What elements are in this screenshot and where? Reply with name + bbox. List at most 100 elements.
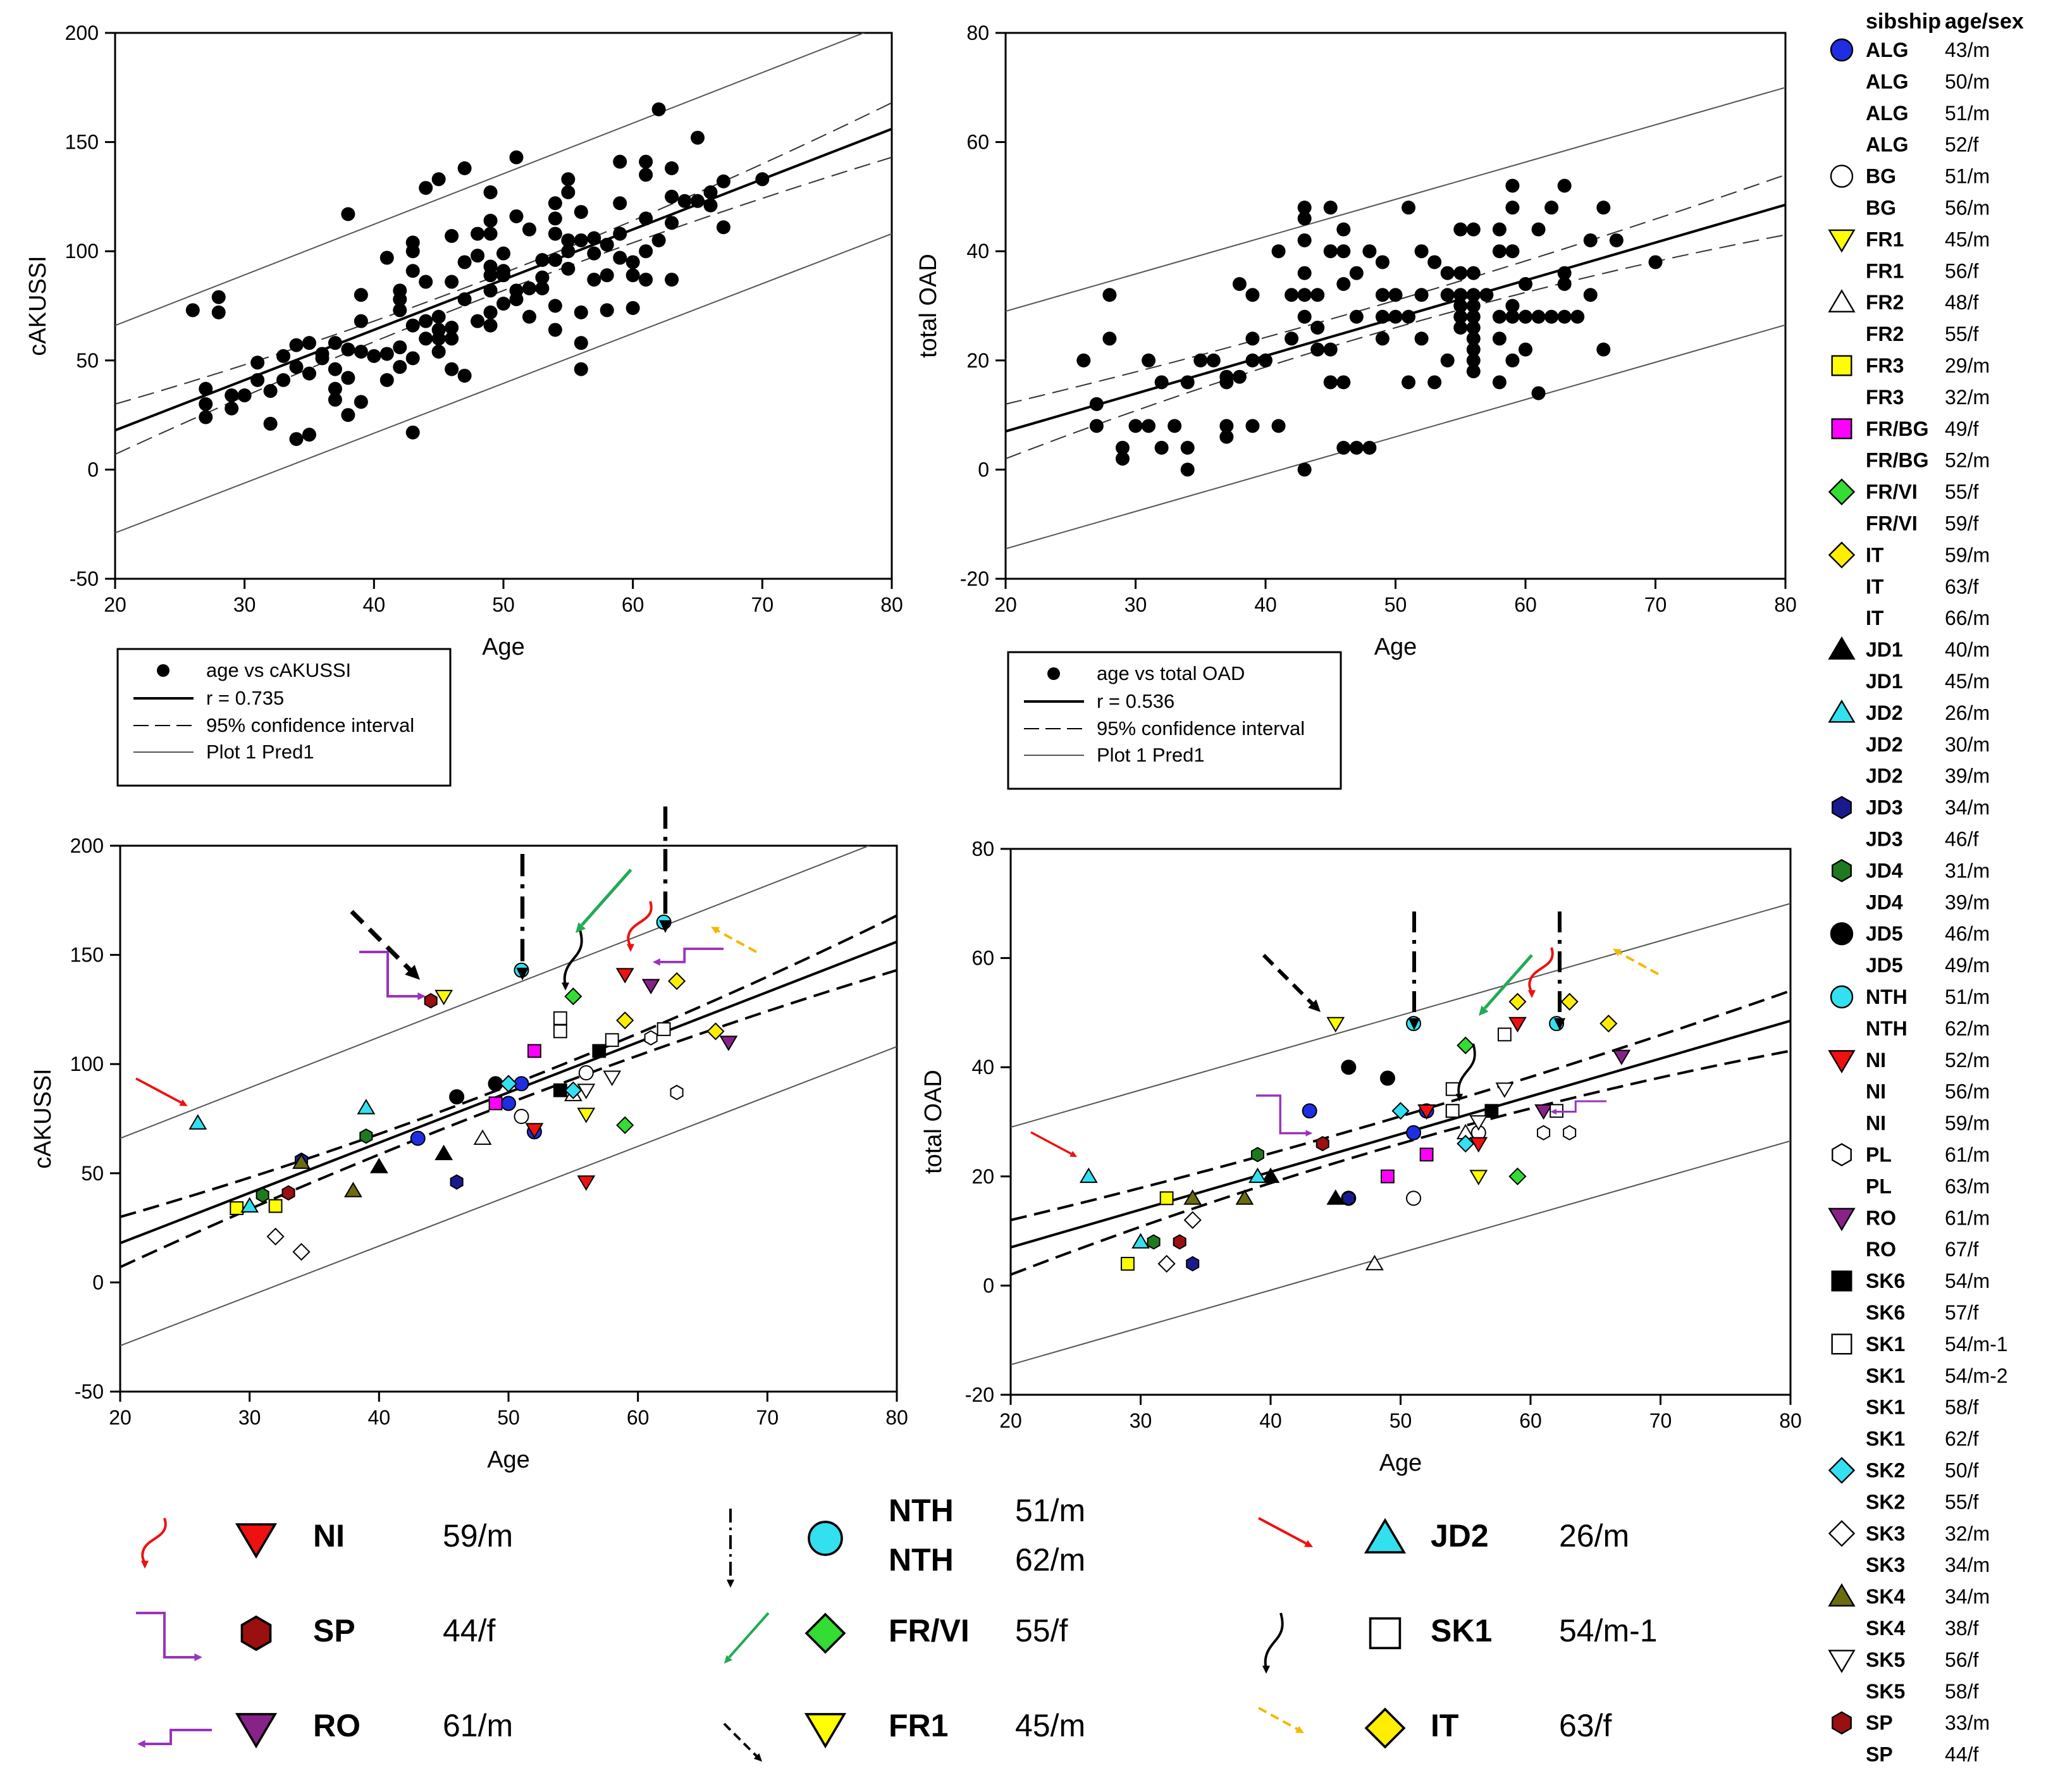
- data-point: [1336, 440, 1351, 455]
- data-point: [483, 226, 498, 241]
- arrow-key: NI 59/m SP 44/f RO 61/m NTH 51/m NTH 62/m FR/VI 55/…: [136, 1493, 1658, 1762]
- annotation-arrow-dashdot-down: [516, 854, 529, 980]
- data-point: [509, 209, 524, 223]
- legend-entry: r = 0.536: [1097, 690, 1174, 712]
- legend-sibship-name: SK1: [1866, 1364, 1905, 1387]
- y-tick-label: -50: [75, 1380, 104, 1403]
- data-point: [250, 373, 265, 387]
- data-point: [561, 261, 576, 276]
- data-point: [1102, 288, 1117, 302]
- data-point: [1648, 255, 1663, 269]
- prediction-interval-upper: [115, 33, 866, 326]
- y-tick-label: 0: [983, 1274, 994, 1297]
- legend-sibship-name: FR1: [1866, 228, 1904, 250]
- data-point-alg: [1406, 1125, 1422, 1140]
- data-point: [483, 185, 498, 199]
- data-point: [561, 244, 576, 259]
- legend-age-sex: 46/f: [1945, 828, 1978, 851]
- legend-sibship-name: PL: [1866, 1175, 1892, 1197]
- arrow-head: [1613, 949, 1622, 956]
- data-point: [1285, 331, 1299, 346]
- y-tick-label: 80: [966, 22, 989, 44]
- y-tick-label: 150: [65, 131, 99, 154]
- arrow-shaft: [723, 1722, 758, 1758]
- data-point: [1492, 309, 1507, 324]
- data-point: [600, 237, 614, 252]
- legend-sibship-name: SP: [1866, 1743, 1893, 1766]
- data-point: [471, 314, 485, 328]
- legend-sibship-name: SK3: [1866, 1522, 1905, 1545]
- legend-age-sex: 44/f: [1945, 1743, 1978, 1766]
- data-point: [1102, 331, 1117, 346]
- legend-entry: age vs cAKUSSI: [206, 659, 351, 681]
- data-point: [457, 368, 472, 383]
- key-marker-fr1: [804, 1713, 847, 1749]
- y-axis-label: cAKUSSI: [30, 1068, 56, 1168]
- data-point: [639, 273, 653, 287]
- x-tick-label: 30: [1130, 1409, 1152, 1432]
- y-tick-label: 60: [966, 131, 989, 154]
- legend-marker-pl: [1832, 1143, 1852, 1166]
- data-point: [302, 366, 316, 381]
- data-point: [483, 283, 498, 298]
- data-point: [393, 340, 407, 355]
- annotation-arrow-purple-step-right: [136, 1612, 202, 1662]
- legend-age-sex: 31/m: [1945, 859, 1990, 882]
- arrow-shaft: [1258, 1707, 1298, 1731]
- legend-sibship-name: ALG: [1866, 39, 1909, 61]
- legend-age-sex: 54/m-1: [1945, 1333, 2008, 1356]
- legend-entry: Plot 1 Pred1: [206, 741, 314, 763]
- data-point: [341, 408, 355, 423]
- data-point-ni: [1469, 1137, 1488, 1153]
- data-point: [457, 161, 472, 176]
- data-point: [1453, 266, 1468, 280]
- arrow-shaft: [563, 929, 583, 986]
- data-point: [1180, 462, 1195, 477]
- data-point: [548, 253, 562, 268]
- legend-age-sex: 29/m: [1945, 354, 1990, 377]
- y-tick-label: 80: [971, 837, 994, 860]
- data-point-fr1: [1469, 1170, 1488, 1185]
- legend-sibship-name: FR2: [1866, 291, 1904, 314]
- key-marker-frvi: [804, 1612, 846, 1654]
- y-tick-label: 60: [971, 947, 994, 970]
- legend-age-sex: 32/m: [1945, 386, 1990, 409]
- data-point-fr3: [1159, 1191, 1174, 1206]
- confidence-interval-lower: [1006, 234, 1785, 460]
- x-tick-label: 60: [1519, 1409, 1542, 1432]
- data-point: [1557, 178, 1572, 193]
- data-point-sk1: [553, 1011, 567, 1025]
- data-point: [457, 255, 472, 269]
- data-point: [185, 303, 200, 318]
- legend-marker-sk5: [1828, 1650, 1856, 1673]
- data-point: [457, 292, 472, 307]
- legend-entry: 95% confidence interval: [206, 714, 414, 736]
- data-point: [276, 373, 291, 387]
- annotation-arrow-purple-step-right: [1256, 1094, 1313, 1137]
- legend-age-sex: 54/m-2: [1945, 1364, 2008, 1387]
- legend-age-sex: 67/f: [1945, 1238, 1978, 1261]
- y-tick-label: 0: [87, 458, 99, 481]
- annotation-arrow-red-curl: [626, 901, 653, 952]
- data-point: [535, 270, 550, 285]
- arrow-head: [1455, 1094, 1464, 1102]
- data-point: [1375, 288, 1390, 302]
- data-point-frvi: [564, 987, 582, 1006]
- data-point-jd3: [1341, 1190, 1355, 1206]
- data-point: [483, 318, 498, 333]
- legend-age-sex: 55/f: [1945, 323, 1978, 345]
- data-point: [419, 314, 433, 328]
- data-point: [1271, 419, 1286, 433]
- data-point: [445, 229, 459, 244]
- data-point: [199, 410, 213, 424]
- data-point: [483, 305, 498, 319]
- legend-sibship-name: SK6: [1866, 1301, 1905, 1324]
- x-tick-label: 80: [1779, 1409, 1802, 1432]
- legend-marker-ro: [1828, 1208, 1856, 1232]
- data-point: [1492, 222, 1507, 237]
- data-point: [341, 342, 355, 357]
- data-point: [445, 362, 459, 376]
- annotation-arrow-black-dashed-diag: [723, 1722, 762, 1762]
- data-point-sk1: [553, 1024, 567, 1039]
- data-point-it: [1560, 992, 1579, 1011]
